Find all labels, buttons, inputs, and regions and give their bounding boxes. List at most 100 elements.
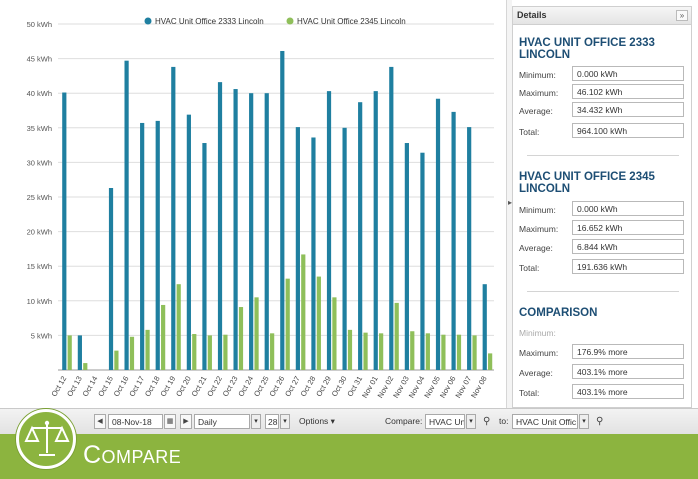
bar-series2 <box>488 353 493 370</box>
unit1-title: HVAC UNIT OFFICE 2333 LINCOLN <box>519 37 655 61</box>
bar-series1 <box>451 111 456 370</box>
bar-series1 <box>77 335 82 370</box>
unit2-title: HVAC UNIT OFFICE 2345 LINCOLN <box>519 171 655 195</box>
unit2-average-label: Average: <box>519 243 553 253</box>
unit2-maximum-label: Maximum: <box>519 224 559 234</box>
comparison-title: COMPARISON <box>519 307 598 319</box>
bar-series1 <box>404 143 409 370</box>
bar-series1 <box>108 188 114 370</box>
bar-series1 <box>171 66 176 371</box>
bar-series2 <box>394 302 399 370</box>
bar-series2 <box>347 329 353 370</box>
legend-marker <box>286 17 294 25</box>
count-select[interactable]: 28 <box>265 414 279 429</box>
bar-series2 <box>238 307 244 370</box>
toolbar: ◀ 08-Nov-18 ▦ ▶ Daily ▾ 28 ▾ Options ▾ C… <box>0 408 698 434</box>
unit2-minimum-value: 0.000 kWh <box>572 201 684 216</box>
date-field[interactable]: 08-Nov-18 <box>108 414 163 429</box>
bar-series1 <box>420 152 425 370</box>
bar-series2 <box>472 335 477 370</box>
bar-series1 <box>249 93 254 370</box>
compare-select[interactable]: HVAC Uni <box>425 414 465 429</box>
options-menu[interactable]: Options ▾ <box>299 416 335 426</box>
bar-series2 <box>332 297 337 370</box>
bar-series1 <box>373 91 378 371</box>
magnifier-icon[interactable]: ⚲ <box>483 416 491 427</box>
legend-label: HVAC Unit Office 2345 Lincoln <box>297 17 406 26</box>
details-header: Details » <box>513 7 691 25</box>
divider <box>527 291 679 292</box>
y-tick-label: 25 kWh <box>27 193 52 202</box>
bar-series1 <box>62 92 67 371</box>
bar-series2 <box>456 334 462 370</box>
unit2-minimum-label: Minimum: <box>519 205 556 215</box>
count-dropdown-arrow-icon[interactable]: ▾ <box>280 414 290 429</box>
bar-series1 <box>202 143 207 370</box>
y-tick-label: 30 kWh <box>27 158 52 167</box>
banner-title: Compare <box>83 441 182 469</box>
bar-series1 <box>342 127 347 370</box>
splitter-arrow-icon[interactable]: ▸ <box>507 198 512 207</box>
bar-series2 <box>161 304 166 370</box>
interval-dropdown-arrow-icon[interactable]: ▾ <box>251 414 261 429</box>
bar-series2 <box>379 333 384 370</box>
next-period-button[interactable]: ▶ <box>180 414 192 429</box>
legend-label: HVAC Unit Office 2333 Lincoln <box>155 17 264 26</box>
bar-series2 <box>285 278 290 370</box>
to-label: to: <box>499 416 509 426</box>
to-select[interactable]: HVAC Unit Offic <box>512 414 578 429</box>
unit1-minimum-value: 0.000 kWh <box>572 66 684 81</box>
compare-dropdown-arrow-icon[interactable]: ▾ <box>466 414 476 429</box>
bar-series1 <box>264 93 269 370</box>
bar-series2 <box>270 333 275 370</box>
bar-series2 <box>316 276 321 370</box>
to-dropdown-arrow-icon[interactable]: ▾ <box>579 414 589 429</box>
unit1-average-value: 34.432 kWh <box>572 102 684 117</box>
comparison-average-value: 403.1% more <box>572 364 684 379</box>
comparison-total-label: Total: <box>519 388 540 398</box>
unit2-total-label: Total: <box>519 263 540 273</box>
bar-series1 <box>124 60 129 371</box>
y-tick-label: 5 kWh <box>31 331 52 340</box>
bar-series1 <box>233 89 238 370</box>
interval-select[interactable]: Daily <box>194 414 250 429</box>
comparison-average-label: Average: <box>519 368 553 378</box>
bar-series1 <box>186 114 191 370</box>
y-tick-label: 15 kWh <box>27 262 52 271</box>
unit1-maximum-label: Maximum: <box>519 88 559 98</box>
bar-series1 <box>389 66 394 371</box>
bar-series1 <box>482 284 487 370</box>
bar-series2 <box>223 334 228 370</box>
bar-series1 <box>435 98 441 371</box>
magnifier-icon[interactable]: ⚲ <box>596 416 604 427</box>
y-tick-label: 50 kWh <box>27 20 52 29</box>
bar-series2 <box>145 329 150 370</box>
unit1-average-label: Average: <box>519 106 553 116</box>
bar-series1 <box>217 82 223 371</box>
previous-period-button[interactable]: ◀ <box>94 414 106 429</box>
unit1-total-value: 964.100 kWh <box>572 123 684 138</box>
details-panel: Details » HVAC UNIT OFFICE 2333 LINCOLN … <box>512 6 692 408</box>
comparison-minimum-label: Minimum: <box>519 328 556 338</box>
bar-series2 <box>192 334 197 370</box>
bar-series2 <box>254 297 259 370</box>
unit1-maximum-value: 46.102 kWh <box>572 84 684 99</box>
compare-label: Compare: <box>385 416 423 426</box>
unit2-total-value: 191.636 kWh <box>572 259 684 274</box>
bar-series2 <box>176 284 181 370</box>
bar-series2 <box>83 363 88 370</box>
energy-bar-chart: 5 kWh 10 kWh 15 kWh 20 kWh 25 kWh 30 kWh 35 kW… <box>27 17 494 400</box>
legend-marker <box>144 17 152 25</box>
bar-series1 <box>155 120 160 370</box>
bar-series2 <box>207 335 212 370</box>
collapse-panel-button[interactable]: » <box>676 10 688 21</box>
bar-series2 <box>441 334 446 370</box>
logo-badge <box>16 409 76 469</box>
compare-banner <box>0 434 698 479</box>
bar-series2 <box>363 332 368 370</box>
bar-series1 <box>326 91 332 371</box>
calendar-icon[interactable]: ▦ <box>164 414 176 429</box>
panel-splitter[interactable]: ▸ <box>506 0 512 408</box>
bar-series2 <box>129 336 135 370</box>
bar-series1 <box>358 102 363 371</box>
